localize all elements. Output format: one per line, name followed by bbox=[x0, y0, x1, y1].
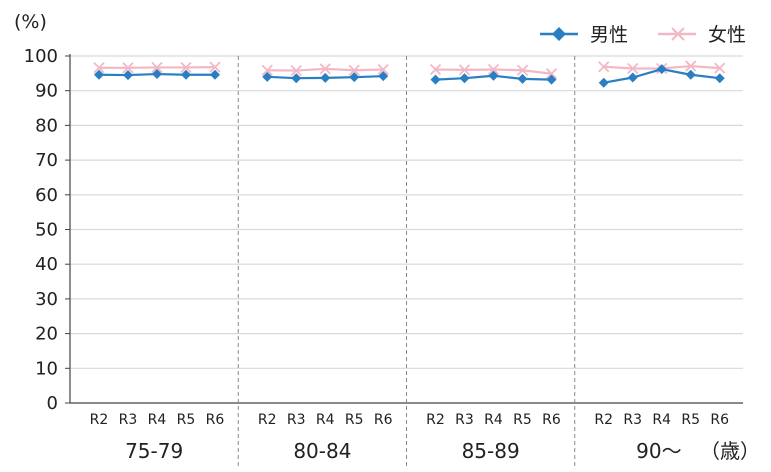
data-point-male bbox=[546, 74, 557, 85]
y-tick-label: 100 bbox=[24, 46, 58, 67]
data-point-female bbox=[598, 61, 610, 73]
data-point-female bbox=[180, 61, 192, 74]
data-point-female bbox=[685, 60, 697, 72]
data-point-male bbox=[656, 64, 667, 75]
data-point-male bbox=[94, 69, 104, 80]
data-point-male bbox=[378, 71, 389, 82]
plot-area: 0 10 20 30 40 50 60 70 80 90 100 R2 R3 R4 R5 R6 75-79 R2 R… bbox=[24, 46, 743, 466]
data-point-male bbox=[517, 73, 528, 84]
legend-marker-female bbox=[671, 27, 685, 41]
data-point-male bbox=[262, 71, 273, 82]
x-tick-label: R2 bbox=[90, 412, 109, 428]
legend-label-female: 女性 bbox=[708, 24, 746, 46]
x-tick-label: R6 bbox=[710, 412, 729, 428]
legend-label-male: 男性 bbox=[590, 24, 628, 46]
data-point-female bbox=[377, 63, 389, 76]
group-label: 75-79 bbox=[125, 439, 183, 463]
x-tick-label: R4 bbox=[148, 412, 167, 428]
data-point-female bbox=[209, 61, 221, 73]
x-tick-label: R3 bbox=[455, 412, 474, 428]
x-tick-label: R6 bbox=[374, 412, 393, 428]
x-tick-label: R4 bbox=[316, 412, 335, 428]
group-label: 85-89 bbox=[462, 439, 520, 463]
x-tick-label: R4 bbox=[652, 412, 671, 428]
data-point-female bbox=[151, 61, 163, 74]
data-point-female bbox=[290, 64, 302, 77]
data-point-male bbox=[430, 74, 441, 85]
data-point-female bbox=[122, 62, 134, 74]
y-tick-label: 0 bbox=[47, 393, 58, 414]
data-point-male bbox=[210, 69, 220, 80]
data-point-female bbox=[458, 64, 471, 76]
data-point-female bbox=[93, 62, 105, 74]
y-tick-label: 70 bbox=[35, 150, 58, 171]
data-point-male bbox=[685, 69, 696, 80]
legend-marker-male bbox=[552, 27, 566, 41]
x-tick-label: R2 bbox=[594, 412, 613, 428]
y-tick-label: 20 bbox=[35, 324, 58, 345]
data-point-male bbox=[152, 69, 162, 80]
data-point-male bbox=[459, 73, 470, 84]
y-tick-label: 90 bbox=[35, 81, 58, 102]
x-tick-label: R6 bbox=[542, 412, 561, 428]
unit-label: （歳） bbox=[700, 439, 760, 463]
y-tick-label: 10 bbox=[35, 358, 58, 379]
data-point-male bbox=[598, 77, 609, 88]
data-point-female bbox=[348, 64, 360, 76]
x-tick-label: R5 bbox=[177, 412, 196, 428]
data-point-female bbox=[714, 62, 726, 74]
group-label: 80-84 bbox=[293, 439, 351, 463]
x-tick-label: R5 bbox=[513, 412, 532, 428]
data-point-male bbox=[123, 70, 133, 81]
x-tick-label: R5 bbox=[681, 412, 700, 428]
data-point-female bbox=[429, 63, 442, 76]
x-tick-label: R3 bbox=[287, 412, 306, 428]
data-point-male bbox=[349, 72, 360, 83]
data-point-female bbox=[545, 68, 558, 80]
legend: 男性 女性 bbox=[540, 24, 746, 46]
y-tick-label: 60 bbox=[35, 185, 58, 206]
data-point-female bbox=[487, 63, 500, 76]
data-point-male bbox=[488, 70, 499, 81]
y-tick-label: 30 bbox=[35, 289, 58, 310]
data-point-female bbox=[516, 64, 529, 76]
data-point-female bbox=[319, 63, 331, 75]
x-tick-label: R3 bbox=[623, 412, 642, 428]
data-point-female bbox=[261, 64, 273, 76]
data-point-male bbox=[714, 73, 725, 84]
data-point-male bbox=[320, 72, 331, 83]
data-point-male bbox=[627, 72, 638, 83]
x-tick-label: R2 bbox=[258, 412, 277, 428]
y-tick-label: 40 bbox=[35, 254, 58, 275]
y-tick-label: 50 bbox=[35, 220, 58, 241]
data-point-male bbox=[181, 69, 191, 80]
x-tick-label: R5 bbox=[345, 412, 364, 428]
x-tick-label: R6 bbox=[206, 412, 225, 428]
x-tick-label: R4 bbox=[484, 412, 503, 428]
y-tick-label: 80 bbox=[35, 115, 58, 136]
x-tick-label: R3 bbox=[119, 412, 138, 428]
data-point-female bbox=[627, 62, 639, 75]
x-tick-label: R2 bbox=[426, 412, 445, 428]
y-axis-label: (%) bbox=[14, 11, 47, 33]
data-point-male bbox=[291, 73, 302, 84]
group-label: 90〜 bbox=[636, 439, 681, 463]
